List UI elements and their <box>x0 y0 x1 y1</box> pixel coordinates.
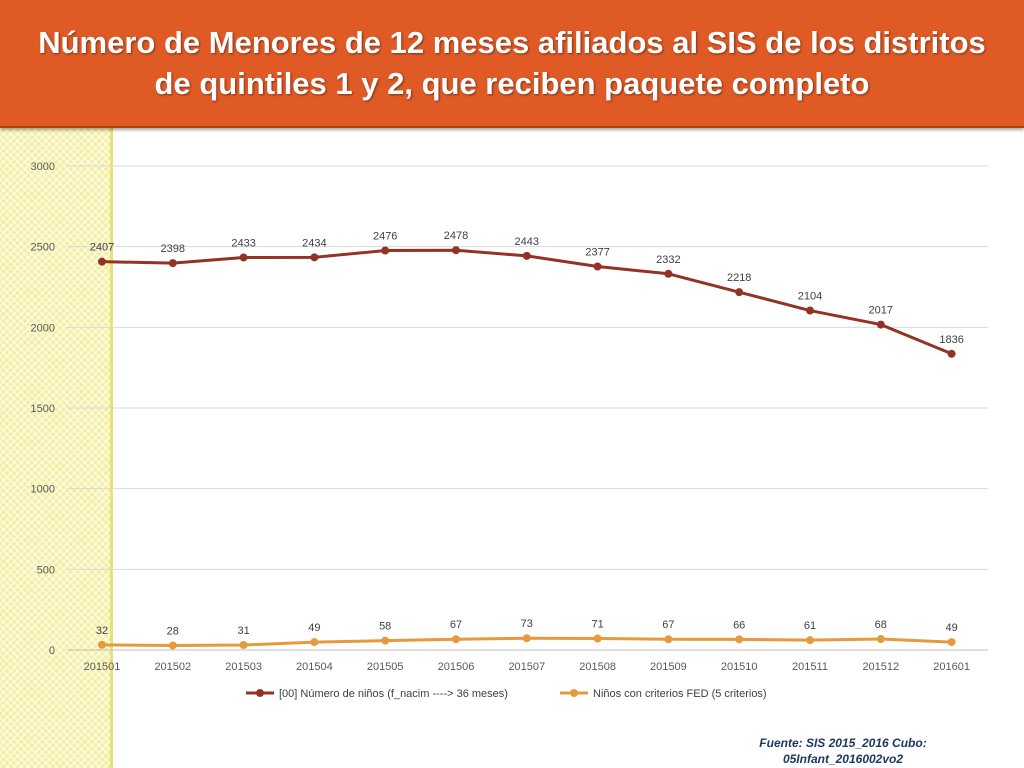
data-point <box>381 636 390 645</box>
data-label: 28 <box>167 625 179 637</box>
x-tick-label: 201509 <box>650 661 687 673</box>
source-line-2: 05Infant_2016002vo2 <box>782 752 904 766</box>
data-label: 1836 <box>939 334 963 346</box>
decorative-left-strip <box>0 126 113 768</box>
data-label: 31 <box>237 625 249 637</box>
data-point <box>452 635 460 644</box>
data-point <box>98 257 106 266</box>
source-line-1: Fuente: SIS 2015_2016 Cubo: <box>759 736 927 750</box>
source-note: Fuente: SIS 2015_2016 Cubo: 05Infant_201… <box>730 735 956 767</box>
data-label: 2433 <box>231 237 255 249</box>
data-label: 73 <box>521 618 533 630</box>
chart-series: 2407 2398 2433 2434 2476 2478 2443 2377 2332 2218… <box>90 230 964 650</box>
y-tick-label: 2500 <box>31 242 55 254</box>
legend-swatch-marker <box>256 689 264 697</box>
data-point <box>239 640 248 649</box>
data-label: 2017 <box>869 305 893 317</box>
data-point <box>522 634 531 643</box>
x-tick-label: 201508 <box>579 661 616 673</box>
data-point <box>381 246 390 255</box>
y-tick-label: 0 <box>49 645 55 657</box>
x-tick-label: 201504 <box>296 661 333 673</box>
data-label: 58 <box>379 621 391 633</box>
x-tick-label: 201503 <box>225 661 262 673</box>
y-axis-tick-labels: 0 500 1000 1500 2000 2500 3000 <box>31 161 55 657</box>
legend-label: [00] Número de niños (f_nacim ----> 36 m… <box>279 688 508 700</box>
y-tick-label: 2000 <box>31 322 55 334</box>
data-label: 71 <box>591 619 603 631</box>
legend-item-2: Niños con criterios FED (5 criterios) <box>560 688 767 700</box>
data-label: 67 <box>662 619 674 631</box>
y-tick-label: 500 <box>37 564 55 576</box>
page-title: Número de Menores de 12 meses afiliados … <box>38 25 986 101</box>
data-label: 2443 <box>515 236 539 248</box>
data-point <box>664 269 673 278</box>
data-label: 2434 <box>302 237 326 249</box>
data-point <box>947 638 956 647</box>
legend-swatch-marker <box>570 689 578 697</box>
y-tick-label: 3000 <box>31 161 55 173</box>
data-point <box>947 349 956 358</box>
data-point <box>168 259 177 268</box>
data-label: 2377 <box>585 247 609 259</box>
legend-label: Niños con criterios FED (5 criterios) <box>593 688 767 700</box>
data-point <box>806 636 814 645</box>
y-tick-label: 1500 <box>31 403 55 415</box>
data-label: 68 <box>875 619 887 631</box>
data-label: 61 <box>804 620 816 632</box>
data-point <box>735 288 744 297</box>
series-line <box>101 248 953 356</box>
x-tick-label: 201512 <box>862 661 899 673</box>
data-point <box>876 320 885 329</box>
data-label: 2218 <box>727 272 751 284</box>
x-tick-label: 201601 <box>933 661 970 673</box>
x-tick-label: 201501 <box>84 661 121 673</box>
series-2: 32 28 31 49 58 67 73 71 67 66 61 68 49 <box>96 618 958 650</box>
decorative-left-strip-edge <box>110 126 113 768</box>
x-tick-label: 201511 <box>792 661 828 673</box>
data-label: 66 <box>733 619 745 631</box>
data-label: 2478 <box>444 230 468 242</box>
x-axis-tick-labels: 201501 201502 201503 201504 201505 201506 2015… <box>84 661 970 673</box>
x-tick-label: 201507 <box>508 661 545 673</box>
data-label: 2104 <box>798 291 822 303</box>
data-label: 32 <box>96 625 108 637</box>
data-point <box>310 253 319 262</box>
data-label: 2398 <box>161 243 185 255</box>
data-label: 49 <box>945 622 957 634</box>
x-tick-label: 201506 <box>438 661 475 673</box>
data-label: 2476 <box>373 231 397 243</box>
y-tick-label: 1000 <box>31 484 55 496</box>
data-point <box>735 635 744 644</box>
data-point <box>239 253 248 262</box>
data-point <box>310 638 319 647</box>
data-label: 67 <box>450 619 462 631</box>
data-point <box>593 634 602 643</box>
data-point <box>98 640 106 649</box>
x-tick-label: 201510 <box>721 661 758 673</box>
legend-item-1: [00] Número de niños (f_nacim ----> 36 m… <box>246 688 508 700</box>
data-label: 49 <box>308 622 320 634</box>
data-point <box>168 641 177 650</box>
chart-legend: [00] Número de niños (f_nacim ----> 36 m… <box>246 688 767 700</box>
x-tick-label: 201505 <box>367 661 404 673</box>
data-label: 2407 <box>90 242 114 254</box>
title-banner: Número de Menores de 12 meses afiliados … <box>0 0 1024 128</box>
data-point <box>806 306 814 315</box>
series-1: 2407 2398 2433 2434 2476 2478 2443 2377 2332 2218… <box>90 230 964 358</box>
data-point <box>876 635 885 644</box>
data-point <box>522 251 531 260</box>
x-tick-label: 201502 <box>154 661 191 673</box>
data-point <box>593 262 602 271</box>
data-point <box>452 246 460 255</box>
data-label: 2332 <box>656 254 680 266</box>
data-point <box>664 635 673 644</box>
chart-grid <box>67 165 988 651</box>
